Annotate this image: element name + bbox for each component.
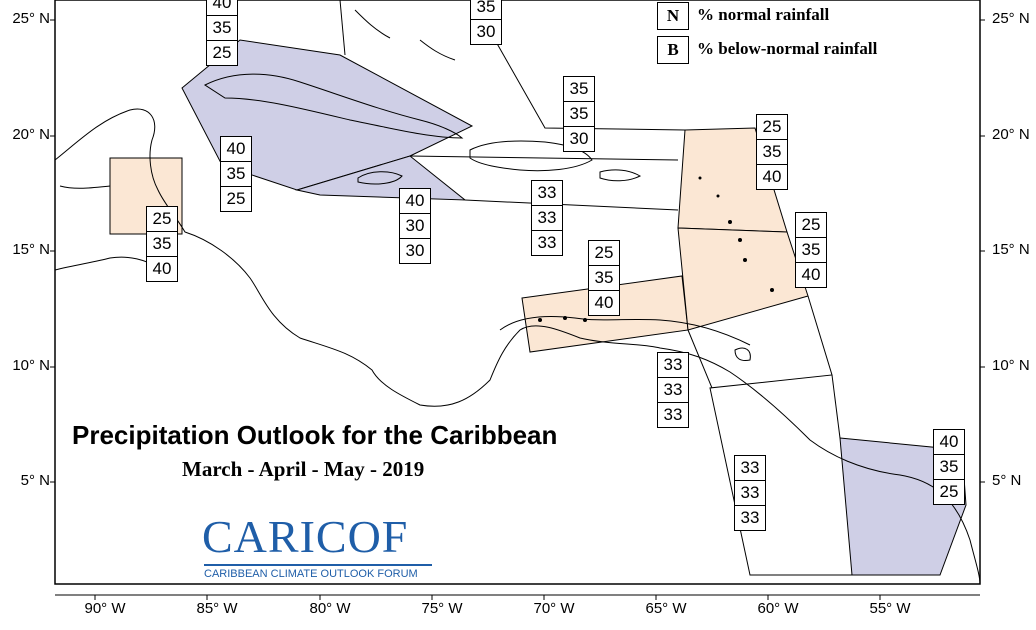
- forecast-normal: 33: [532, 205, 562, 230]
- forecast-normal: 33: [658, 377, 688, 402]
- forecast-box-windwards: 25 35 40: [795, 212, 827, 288]
- axis-ticks: [50, 19, 985, 600]
- forecast-above: 33: [740, 458, 760, 477]
- map-frame: [54, 0, 981, 585]
- forecast-normal: 35: [564, 101, 594, 126]
- logo-tagline: CARIBBEAN CLIMATE OUTLOOK FORUM: [204, 568, 418, 580]
- lon-label: 70° W: [533, 600, 575, 617]
- forecast-below: 33: [658, 402, 688, 427]
- small-islands: [538, 176, 774, 322]
- logo-rule: [204, 564, 432, 566]
- forecast-above: 25: [594, 243, 614, 262]
- legend-label: % normal rainfall: [697, 5, 830, 24]
- legend-key: B: [657, 36, 689, 64]
- forecast-below: 40: [147, 256, 177, 281]
- lon-label: 55° W: [869, 600, 911, 617]
- lon-label: 90° W: [84, 600, 126, 617]
- forecast-normal: 35: [589, 265, 619, 290]
- forecast-normal: 35: [221, 161, 251, 186]
- zone-windwards-above-normal: [677, 227, 809, 331]
- lon-label: 85° W: [196, 600, 238, 617]
- map-title: Precipitation Outlook for the Caribbean: [72, 420, 558, 450]
- forecast-normal: 35: [934, 454, 964, 479]
- forecast-box-bahamas-east: 35 30: [470, 0, 502, 45]
- lat-label: 25° N: [992, 10, 1030, 27]
- forecast-box-bahamas-north: 40 35 25: [206, 0, 238, 66]
- lon-label: 75° W: [421, 600, 463, 617]
- forecast-below: 40: [589, 290, 619, 315]
- forecast-box-puerto-rico: 33 33 33: [531, 180, 563, 256]
- forecast-below: 33: [532, 230, 562, 255]
- forecast-below: 40: [796, 262, 826, 287]
- lat-label: 15° N: [992, 241, 1030, 258]
- forecast-below: 25: [221, 186, 251, 211]
- lat-label: 20° N: [12, 126, 50, 143]
- coastlines: [54, 9, 981, 585]
- forecast-above: 33: [537, 183, 557, 202]
- forecast-above: 25: [152, 209, 172, 228]
- forecast-above: 40: [939, 432, 959, 451]
- forecast-box-hispaniola: 35 35 30: [563, 76, 595, 152]
- forecast-box-abc-islands: 25 35 40: [588, 240, 620, 316]
- forecast-below: 25: [934, 479, 964, 504]
- forecast-above: 25: [801, 215, 821, 234]
- forecast-box-suriname: 40 35 25: [933, 429, 965, 505]
- forecast-normal: 35: [147, 231, 177, 256]
- forecast-box-guyana: 33 33 33: [734, 455, 766, 531]
- lat-label: 5° N: [992, 472, 1022, 489]
- forecast-above: 25: [762, 117, 782, 136]
- lat-label: 10° N: [992, 357, 1030, 374]
- lat-label: 5° N: [20, 472, 50, 489]
- forecast-below: 33: [735, 505, 765, 530]
- lat-label: 25° N: [12, 10, 50, 27]
- forecast-above: 35: [569, 79, 589, 98]
- forecast-normal: 33: [735, 480, 765, 505]
- forecast-box-belize: 25 35 40: [146, 206, 178, 282]
- forecast-normal: 35: [757, 139, 787, 164]
- forecast-above: 40: [405, 191, 425, 210]
- forecast-box-trinidad: 33 33 33: [657, 352, 689, 428]
- forecast-normal: 35: [796, 237, 826, 262]
- forecast-box-leewards: 25 35 40: [756, 114, 788, 190]
- forecast-box-jamaica: 40 30 30: [399, 188, 431, 264]
- map-subtitle: March - April - May - 2019: [182, 457, 425, 481]
- forecast-above: 33: [663, 355, 683, 374]
- lon-label: 65° W: [645, 600, 687, 617]
- legend-label: % below-normal rainfall: [697, 39, 878, 58]
- lon-label: 80° W: [309, 600, 351, 617]
- zone-boundaries: [339, 0, 852, 576]
- lon-label: 60° W: [757, 600, 799, 617]
- lat-label: 10° N: [12, 357, 50, 374]
- forecast-normal: 35: [476, 0, 496, 16]
- forecast-normal: 30: [400, 213, 430, 238]
- forecast-above: 40: [212, 0, 232, 12]
- forecast-below: 30: [400, 238, 430, 263]
- lat-label: 20° N: [992, 126, 1030, 143]
- lat-label: 15° N: [12, 241, 50, 258]
- forecast-below: 30: [564, 126, 594, 151]
- forecast-below: 40: [757, 164, 787, 189]
- forecast-below: 30: [471, 19, 501, 44]
- forecast-below: 25: [207, 40, 237, 65]
- forecast-box-cuba: 40 35 25: [220, 136, 252, 212]
- forecast-normal: 35: [207, 15, 237, 40]
- legend-key: N: [657, 2, 689, 30]
- logo-wordmark: CARICOF: [202, 511, 409, 562]
- caricof-logo: CARICOF CARIBBEAN CLIMATE OUTLOOK FORUM: [202, 512, 434, 580]
- forecast-above: 40: [226, 139, 246, 158]
